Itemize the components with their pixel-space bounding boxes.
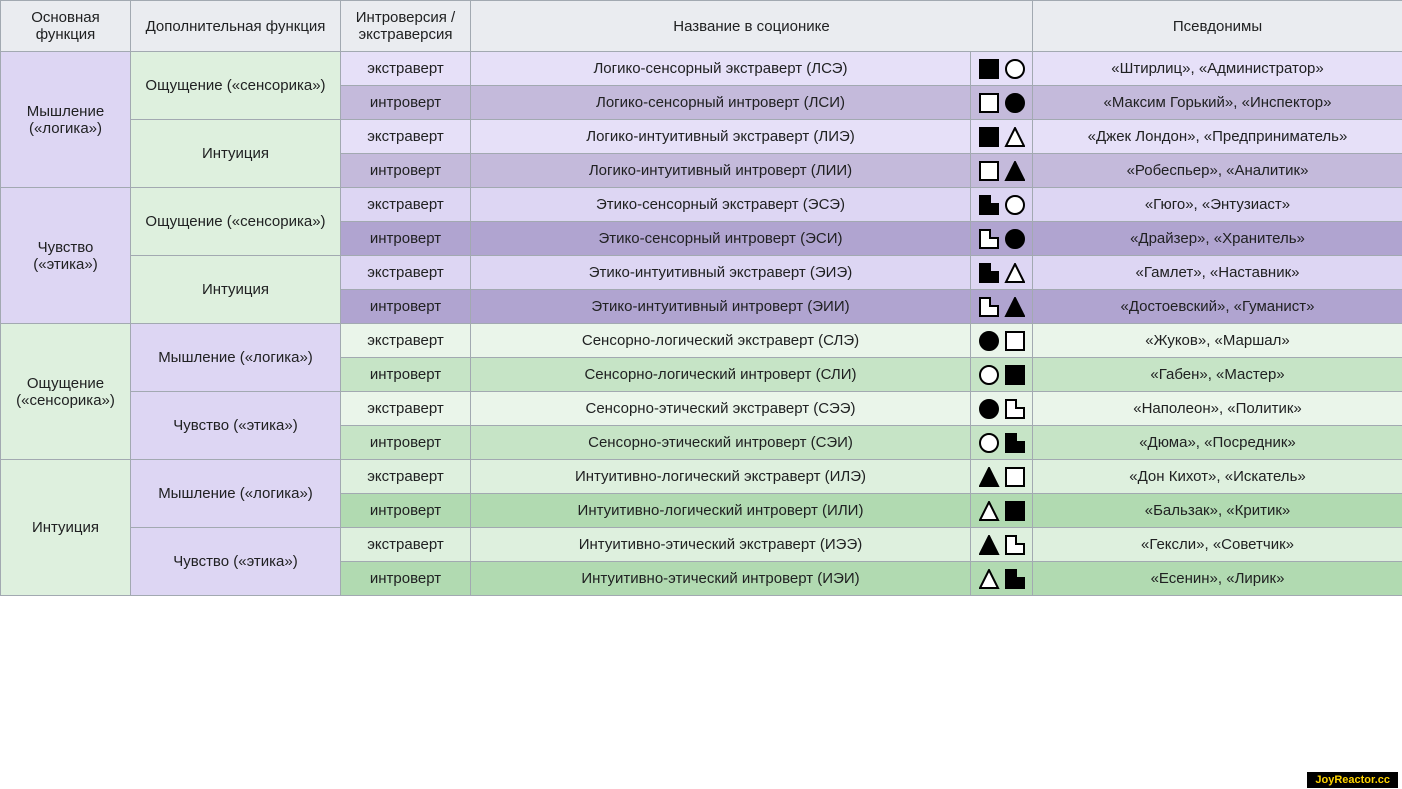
type-symbol (971, 188, 1033, 222)
vert-cell: интроверт (341, 426, 471, 460)
table-row: Чувство («этика») экстраверт Сенсорно-эт… (1, 392, 1402, 426)
vert-cell: интроверт (341, 290, 471, 324)
aux-feeling: Чувство («этика») (131, 528, 341, 596)
type-name: Сенсорно-этический экстраверт (СЭЭ) (471, 392, 971, 426)
type-symbol (971, 154, 1033, 188)
vert-cell: интроверт (341, 358, 471, 392)
header-pseudonyms: Псевдонимы (1033, 1, 1402, 52)
type-symbol (971, 290, 1033, 324)
aux-intuition: Интуиция (131, 256, 341, 324)
vert-cell: интроверт (341, 154, 471, 188)
type-name: Интуитивно-этический экстраверт (ИЭЭ) (471, 528, 971, 562)
type-symbol (971, 358, 1033, 392)
aux-thinking: Мышление («логика») (131, 324, 341, 392)
type-pseud: «Джек Лондон», «Предприниматель» (1033, 120, 1402, 154)
main-thinking: Мышление («логика») (1, 52, 131, 188)
table-row: Ощущение («сенсорика») Мышление («логика… (1, 324, 1402, 358)
type-pseud: «Есенин», «Лирик» (1033, 562, 1402, 596)
type-name: Интуитивно-логический интроверт (ИЛИ) (471, 494, 971, 528)
type-name: Сенсорно-этический интроверт (СЭИ) (471, 426, 971, 460)
watermark: JoyReactor.cc (1307, 772, 1398, 788)
main-feeling: Чувство («этика») (1, 188, 131, 324)
aux-thinking: Мышление («логика») (131, 460, 341, 528)
type-symbol (971, 52, 1033, 86)
type-symbol (971, 324, 1033, 358)
type-symbol (971, 86, 1033, 120)
vert-cell: экстраверт (341, 188, 471, 222)
table-row: Интуиция экстраверт Логико-интуитивный э… (1, 120, 1402, 154)
type-pseud: «Драйзер», «Хранитель» (1033, 222, 1402, 256)
type-name: Логико-сенсорный экстраверт (ЛСЭ) (471, 52, 971, 86)
header-row: Основная функция Дополнительная функция … (1, 1, 1402, 52)
type-symbol (971, 120, 1033, 154)
header-main-function: Основная функция (1, 1, 131, 52)
table-row: Чувство («этика») экстраверт Интуитивно-… (1, 528, 1402, 562)
table-row: Интуиция Мышление («логика») экстраверт … (1, 460, 1402, 494)
type-name: Логико-сенсорный интроверт (ЛСИ) (471, 86, 971, 120)
type-symbol (971, 562, 1033, 596)
vert-cell: интроверт (341, 562, 471, 596)
type-symbol (971, 460, 1033, 494)
vert-cell: экстраверт (341, 256, 471, 290)
type-pseud: «Гюго», «Энтузиаст» (1033, 188, 1402, 222)
type-pseud: «Дюма», «Посредник» (1033, 426, 1402, 460)
vert-cell: интроверт (341, 86, 471, 120)
type-pseud: «Габен», «Мастер» (1033, 358, 1402, 392)
type-pseud: «Дон Кихот», «Искатель» (1033, 460, 1402, 494)
type-name: Логико-интуитивный экстраверт (ЛИЭ) (471, 120, 971, 154)
table-row: Чувство («этика») Ощущение («сенсорика»)… (1, 188, 1402, 222)
vert-cell: экстраверт (341, 460, 471, 494)
type-pseud: «Достоевский», «Гуманист» (1033, 290, 1402, 324)
vert-cell: интроверт (341, 494, 471, 528)
type-name: Интуитивно-логический экстраверт (ИЛЭ) (471, 460, 971, 494)
socionics-table: Основная функция Дополнительная функция … (0, 0, 1402, 596)
header-vert: Интроверсия / экстраверсия (341, 1, 471, 52)
aux-feeling: Чувство («этика») (131, 392, 341, 460)
type-name: Логико-интуитивный интроверт (ЛИИ) (471, 154, 971, 188)
main-intuition: Интуиция (1, 460, 131, 596)
type-pseud: «Робеспьер», «Аналитик» (1033, 154, 1402, 188)
type-symbol (971, 392, 1033, 426)
type-name: Этико-сенсорный интроверт (ЭСИ) (471, 222, 971, 256)
type-name: Сенсорно-логический интроверт (СЛИ) (471, 358, 971, 392)
type-symbol (971, 426, 1033, 460)
type-symbol (971, 222, 1033, 256)
type-pseud: «Максим Горький», «Инспектор» (1033, 86, 1402, 120)
vert-cell: экстраверт (341, 120, 471, 154)
type-name: Этико-интуитивный экстраверт (ЭИЭ) (471, 256, 971, 290)
type-name: Этико-сенсорный экстраверт (ЭСЭ) (471, 188, 971, 222)
type-name: Этико-интуитивный интроверт (ЭИИ) (471, 290, 971, 324)
vert-cell: интроверт (341, 222, 471, 256)
vert-cell: экстраверт (341, 392, 471, 426)
type-name: Интуитивно-этический интроверт (ИЭИ) (471, 562, 971, 596)
vert-cell: экстраверт (341, 528, 471, 562)
type-name: Сенсорно-логический экстраверт (СЛЭ) (471, 324, 971, 358)
table-row: Мышление («логика») Ощущение («сенсорика… (1, 52, 1402, 86)
header-aux-function: Дополнительная функция (131, 1, 341, 52)
aux-sensing: Ощущение («сенсорика») (131, 188, 341, 256)
aux-intuition: Интуиция (131, 120, 341, 188)
type-pseud: «Бальзак», «Критик» (1033, 494, 1402, 528)
header-socionics-name: Название в соционике (471, 1, 1033, 52)
table-row: Интуиция экстраверт Этико-интуитивный эк… (1, 256, 1402, 290)
aux-sensing: Ощущение («сенсорика») (131, 52, 341, 120)
type-pseud: «Штирлиц», «Администратор» (1033, 52, 1402, 86)
vert-cell: экстраверт (341, 324, 471, 358)
type-pseud: «Наполеон», «Политик» (1033, 392, 1402, 426)
main-sensing: Ощущение («сенсорика») (1, 324, 131, 460)
type-pseud: «Гексли», «Советчик» (1033, 528, 1402, 562)
type-symbol (971, 528, 1033, 562)
vert-cell: экстраверт (341, 52, 471, 86)
type-pseud: «Гамлет», «Наставник» (1033, 256, 1402, 290)
type-pseud: «Жуков», «Маршал» (1033, 324, 1402, 358)
type-symbol (971, 494, 1033, 528)
type-symbol (971, 256, 1033, 290)
